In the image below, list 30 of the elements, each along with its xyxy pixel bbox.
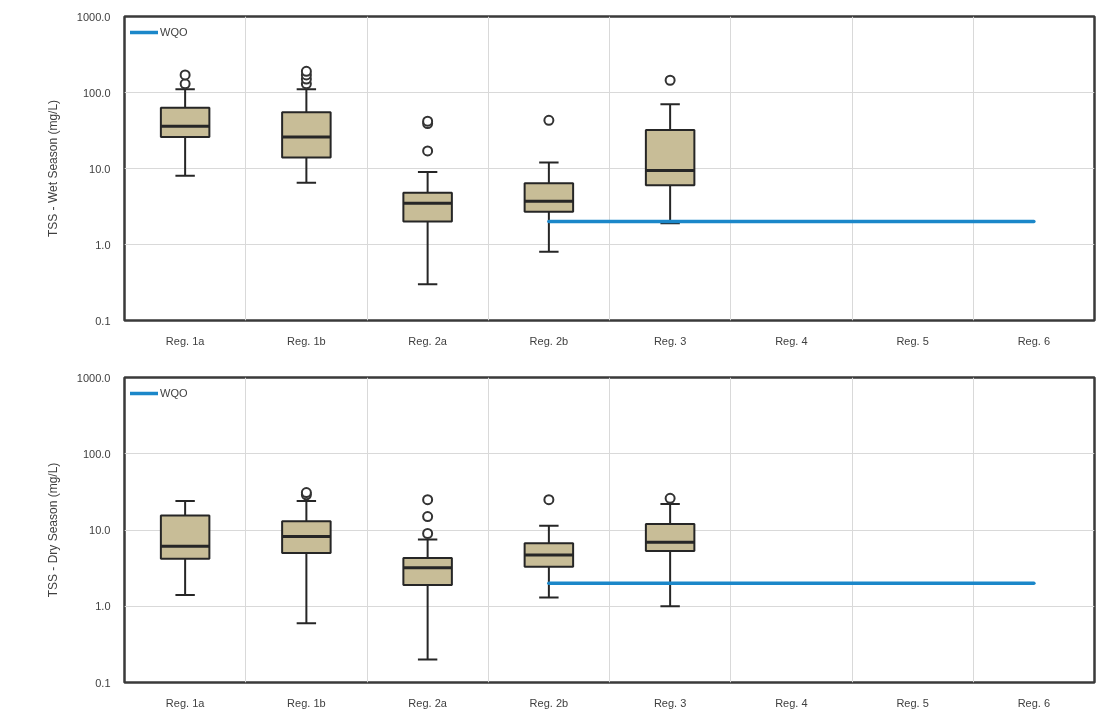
y-tick-label: 10.0	[89, 524, 111, 536]
x-tick-label: Reg. 4	[775, 696, 808, 709]
x-tick-label: Reg. 6	[1017, 696, 1051, 709]
x-tick-label: Reg. 1b	[287, 334, 326, 347]
x-tick-label: Reg. 2a	[408, 334, 448, 347]
x-tick-label: Reg. 3	[653, 334, 687, 347]
legend-label: WQO	[160, 26, 188, 38]
y-tick-label: 1.0	[95, 600, 111, 613]
x-tick-label: Reg. 3	[653, 696, 687, 709]
y-tick-label: 10.0	[89, 162, 111, 175]
x-tick-label: Reg. 6	[1017, 334, 1051, 347]
legend-label: WQO	[160, 387, 188, 399]
y-axis-title: TSS - Dry Season (mg/L)	[45, 462, 60, 598]
x-tick-label: Reg. 2b	[529, 334, 569, 347]
x-tick-label: Reg. 2a	[408, 696, 448, 709]
x-tick-label: Reg. 2b	[529, 696, 569, 709]
x-tick-label: Reg. 1b	[287, 696, 326, 709]
y-tick-label: 1000.0	[76, 10, 111, 23]
x-tick-label: Reg. 1a	[165, 334, 206, 347]
y-axis-title: TSS - Wet Season (mg/L)	[45, 99, 60, 238]
y-tick-label: 1000.0	[76, 371, 111, 384]
x-tick-label: Reg. 4	[775, 334, 808, 347]
x-tick-label: Reg. 5	[896, 334, 929, 347]
y-tick-label: 100.0	[82, 447, 111, 460]
y-tick-label: 100.0	[82, 86, 111, 99]
y-tick-label: 1.0	[95, 238, 111, 251]
x-tick-label: Reg. 1a	[165, 696, 206, 709]
y-tick-label: 0.1	[95, 676, 111, 689]
y-tick-label: 0.1	[95, 314, 111, 327]
x-tick-label: Reg. 5	[896, 696, 929, 709]
